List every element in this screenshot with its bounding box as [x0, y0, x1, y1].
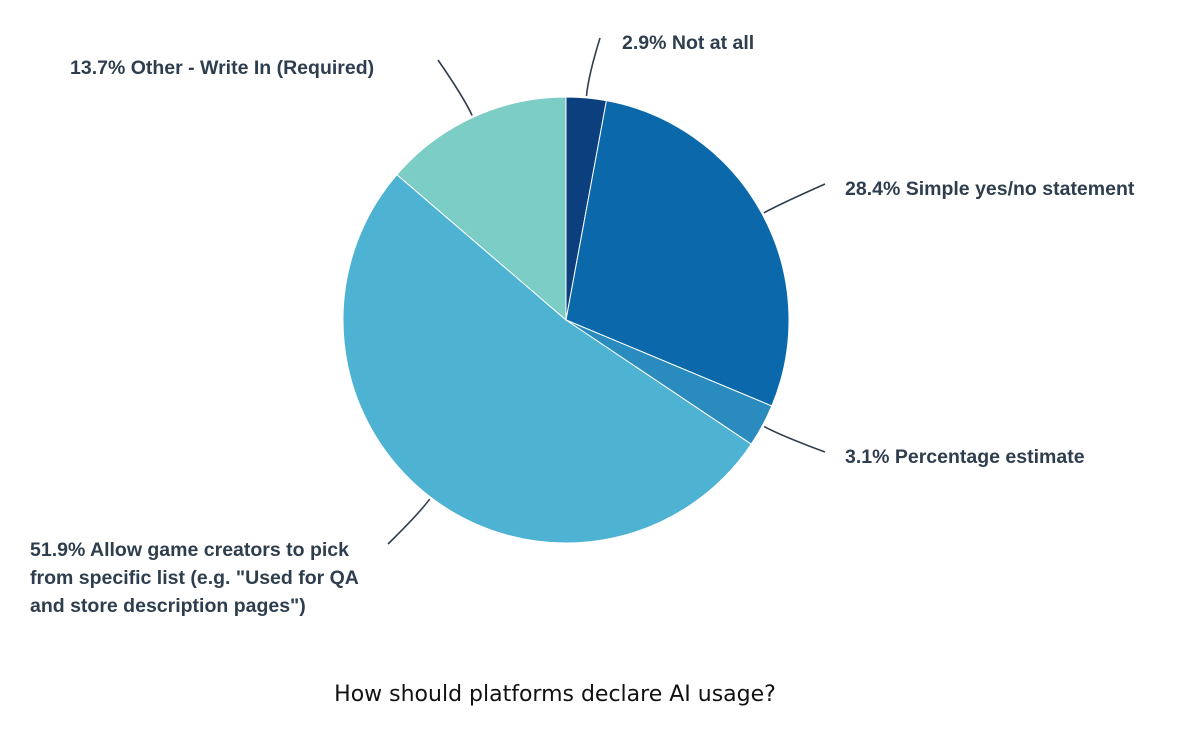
slice-label-simple-yes-no: 28.4% Simple yes/no statement [845, 178, 1135, 200]
slice-label-other-write-in: 13.7% Other - Write In (Required) [70, 57, 375, 79]
pie-slice-simple-yes-no [565, 100, 790, 407]
chart-title: How should platforms declare AI usage? [334, 682, 776, 707]
pie-slice-allow-game-creators [342, 173, 752, 544]
slice-label-allow-game-creators: 51.9% Allow game creators to pick from s… [30, 539, 359, 617]
pie-slices [342, 96, 790, 544]
slice-label-percentage-estimate: 3.1% Percentage estimate [845, 446, 1085, 468]
pie-slice-other-write-in [396, 96, 567, 322]
leader-lines [387, 37, 826, 545]
leader-line-other-write-in [437, 59, 473, 116]
slice-label-not-at-all: 2.9% Not at all [622, 32, 755, 54]
leader-line-simple-yes-no [763, 183, 826, 214]
leader-line-allow-game-creators [387, 498, 431, 545]
leader-line-not-at-all [585, 37, 601, 97]
leader-line-percentage-estimate [763, 425, 826, 453]
